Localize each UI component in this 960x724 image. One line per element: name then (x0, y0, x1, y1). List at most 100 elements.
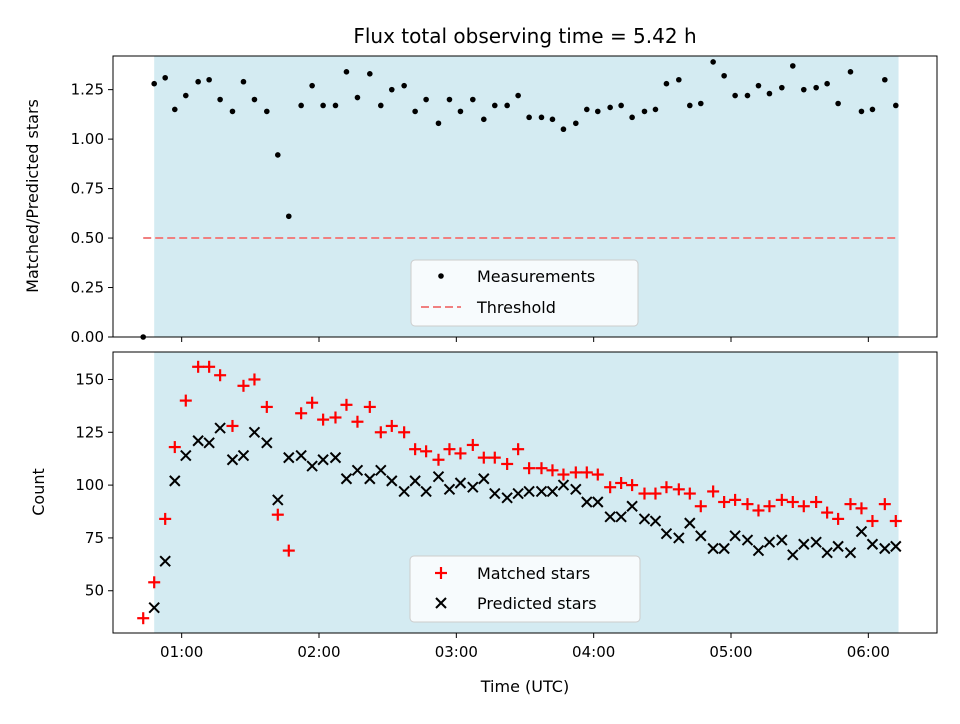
measurement-point (195, 78, 201, 85)
measurement-point (584, 106, 590, 113)
measurement-point (641, 108, 648, 115)
predicted-star-point (695, 530, 707, 542)
matched-star-point (340, 398, 353, 411)
matched-star-point (615, 476, 628, 489)
matched-star-point (148, 576, 161, 589)
matched-star-point (260, 400, 273, 413)
matched-star-point (741, 498, 754, 511)
measurement-point (893, 102, 899, 109)
matched-star-point (638, 487, 651, 500)
x-tick-label: 05:00 (709, 643, 752, 661)
predicted-star-point (272, 494, 284, 506)
matched-star-point (580, 466, 593, 479)
measurement-point (457, 108, 464, 115)
predicted-star-point (855, 525, 868, 538)
predicted-star-point (478, 473, 490, 485)
predicted-star-point (375, 464, 387, 477)
matched-star-point (192, 360, 205, 373)
matched-star-point (317, 413, 330, 426)
matched-star-point (466, 438, 479, 451)
top-y-axis-label: Matched/Predicted stars (23, 99, 42, 293)
matched-star-point (420, 445, 433, 458)
measurement-point (847, 69, 854, 75)
predicted-star-point (581, 496, 593, 508)
measurement-point (687, 102, 693, 109)
measurement-point (697, 100, 704, 107)
measurement-point (721, 72, 727, 79)
measurement-point (172, 106, 178, 113)
matched-star-point (409, 443, 422, 456)
measurement-point (560, 126, 567, 133)
measurement-point (309, 82, 315, 89)
measurement-point (663, 80, 670, 87)
matched-star-point (203, 360, 216, 373)
matched-star-point (786, 496, 799, 509)
measurement-point (470, 96, 476, 103)
measurement-point (594, 108, 601, 115)
matched-star-point (775, 493, 788, 506)
measurement-point (275, 152, 281, 158)
matched-star-point (237, 379, 250, 392)
matched-star-point (660, 481, 673, 494)
x-tick-label: 03:00 (435, 643, 478, 661)
measurement-point (320, 102, 326, 109)
measurement-point (824, 80, 830, 87)
legend-predicted-marker (435, 597, 447, 609)
measurement-point (298, 102, 304, 109)
measurement-point (217, 96, 223, 103)
x-tick-label: 01:00 (160, 643, 203, 661)
matched-star-point (591, 468, 604, 481)
predicted-star-point (306, 460, 318, 472)
matched-star-point (889, 515, 902, 528)
matched-star-point (752, 504, 765, 517)
measurement-point (354, 94, 361, 101)
matched-star-point (649, 487, 662, 500)
measurement-point (813, 84, 819, 91)
matched-star-point (683, 487, 696, 500)
measurement-point (491, 102, 498, 109)
matched-star-point (282, 544, 295, 557)
top-legend: Measurements Threshold (410, 259, 639, 327)
measurement-point (710, 59, 716, 65)
x-axis-label: Time (UTC) (480, 677, 569, 696)
top-y-tick-label: 1.00 (71, 130, 104, 148)
predicted-star-point (615, 511, 627, 523)
predicted-star-point (557, 479, 570, 491)
measurement-point (435, 120, 442, 127)
predicted-star-point (432, 470, 445, 483)
predicted-star-point (752, 544, 765, 557)
matched-star-point (672, 483, 685, 496)
measurement-point (264, 108, 270, 115)
matched-star-point (797, 500, 810, 513)
matched-star-point (512, 443, 525, 456)
matched-star-point (374, 426, 387, 439)
matched-star-point (363, 400, 376, 413)
measurement-point (378, 102, 384, 109)
predicted-star-point (729, 530, 741, 542)
predicted-star-point (604, 511, 616, 523)
bottom-y-tick-label: 50 (85, 582, 104, 600)
matched-star-point (179, 394, 192, 407)
bottom-legend-box (409, 555, 641, 623)
matched-star-point (718, 496, 731, 509)
measurement-point (401, 82, 407, 89)
matched-star-point (159, 512, 172, 525)
predicted-star-point (741, 534, 754, 546)
measurement-point (504, 102, 510, 109)
measurement-point (423, 96, 429, 103)
predicted-star-point (718, 542, 730, 555)
predicted-star-point (192, 435, 204, 447)
predicted-star-point (261, 437, 273, 449)
measurement-point (882, 76, 888, 83)
measurement-point (779, 84, 785, 91)
predicted-star-point (237, 449, 250, 462)
predicted-star-point (317, 454, 329, 466)
matched-star-point (535, 462, 548, 475)
measurement-point (800, 86, 807, 93)
matched-star-point (168, 441, 181, 454)
predicted-star-point (283, 451, 295, 464)
matched-star-point (385, 419, 398, 432)
chart-title: Flux total observing time = 5.42 h (353, 24, 696, 48)
predicted-star-point (821, 547, 833, 559)
